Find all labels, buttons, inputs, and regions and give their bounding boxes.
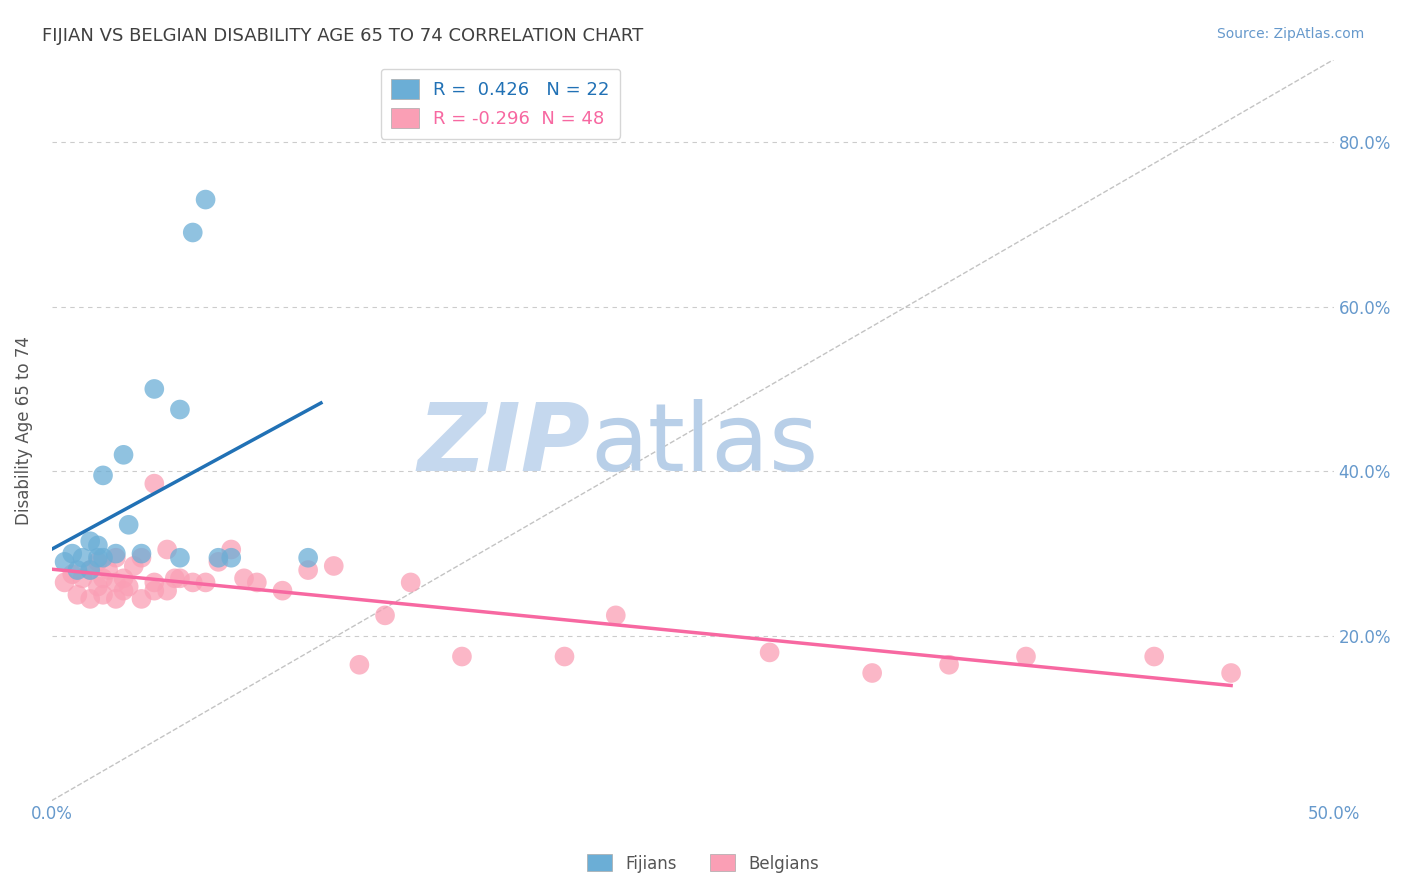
Point	[374, 608, 396, 623]
Point	[66, 563, 89, 577]
Point	[297, 563, 319, 577]
Point	[143, 575, 166, 590]
Point	[169, 550, 191, 565]
Point	[104, 547, 127, 561]
Y-axis label: Disability Age 65 to 74: Disability Age 65 to 74	[15, 335, 32, 524]
Legend: Fijians, Belgians: Fijians, Belgians	[581, 847, 825, 880]
Point	[156, 542, 179, 557]
Point	[60, 567, 83, 582]
Point	[246, 575, 269, 590]
Legend: R =  0.426   N = 22, R = -0.296  N = 48: R = 0.426 N = 22, R = -0.296 N = 48	[381, 69, 620, 139]
Point	[122, 558, 145, 573]
Text: atlas: atlas	[591, 399, 818, 491]
Text: FIJIAN VS BELGIAN DISABILITY AGE 65 TO 74 CORRELATION CHART: FIJIAN VS BELGIAN DISABILITY AGE 65 TO 7…	[42, 27, 644, 45]
Point	[87, 580, 110, 594]
Text: ZIP: ZIP	[418, 399, 591, 491]
Point	[181, 226, 204, 240]
Point	[297, 550, 319, 565]
Point	[349, 657, 371, 672]
Point	[194, 575, 217, 590]
Point	[131, 550, 153, 565]
Point	[91, 550, 114, 565]
Point	[143, 382, 166, 396]
Point	[104, 591, 127, 606]
Point	[758, 645, 780, 659]
Point	[91, 588, 114, 602]
Point	[207, 555, 229, 569]
Point	[399, 575, 422, 590]
Point	[72, 550, 94, 565]
Point	[938, 657, 960, 672]
Point	[112, 448, 135, 462]
Point	[53, 555, 76, 569]
Point	[79, 563, 101, 577]
Point	[112, 571, 135, 585]
Point	[1143, 649, 1166, 664]
Point	[169, 402, 191, 417]
Point	[219, 542, 242, 557]
Point	[91, 468, 114, 483]
Point	[233, 571, 256, 585]
Point	[207, 550, 229, 565]
Point	[131, 591, 153, 606]
Point	[72, 571, 94, 585]
Point	[104, 550, 127, 565]
Point	[143, 476, 166, 491]
Point	[79, 591, 101, 606]
Point	[181, 575, 204, 590]
Point	[104, 575, 127, 590]
Text: Source: ZipAtlas.com: Source: ZipAtlas.com	[1216, 27, 1364, 41]
Point	[605, 608, 627, 623]
Point	[451, 649, 474, 664]
Point	[118, 517, 141, 532]
Point	[131, 547, 153, 561]
Point	[97, 563, 120, 577]
Point	[1220, 665, 1243, 680]
Point	[219, 550, 242, 565]
Point	[79, 563, 101, 577]
Point	[322, 558, 344, 573]
Point	[169, 571, 191, 585]
Point	[1015, 649, 1038, 664]
Point	[60, 547, 83, 561]
Point	[66, 588, 89, 602]
Point	[87, 550, 110, 565]
Point	[271, 583, 294, 598]
Point	[91, 571, 114, 585]
Point	[143, 583, 166, 598]
Point	[860, 665, 883, 680]
Point	[156, 583, 179, 598]
Point	[87, 555, 110, 569]
Point	[112, 583, 135, 598]
Point	[79, 534, 101, 549]
Point	[194, 193, 217, 207]
Point	[87, 538, 110, 552]
Point	[553, 649, 575, 664]
Point	[118, 580, 141, 594]
Point	[163, 571, 186, 585]
Point	[53, 575, 76, 590]
